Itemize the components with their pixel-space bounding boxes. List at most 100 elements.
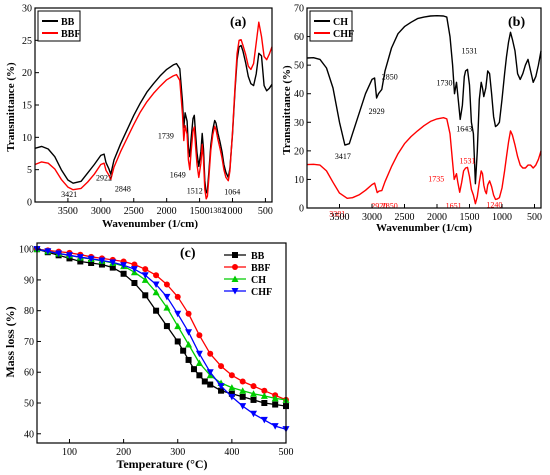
panel-b-ylabel: Transmittance (%) bbox=[281, 65, 293, 155]
panel-c-series-bb-point-12 bbox=[163, 323, 170, 330]
panel-a-ytick-label-20: 20 bbox=[22, 68, 32, 79]
panel-c-series-chf-point-21 bbox=[260, 416, 268, 424]
panel-a-xtick-label-2000: 2000 bbox=[157, 206, 177, 217]
panel-b-peak-label-3: 1730 bbox=[437, 79, 453, 88]
panel-b-plot-frame bbox=[306, 7, 542, 209]
panel-c-series-chf-point-6 bbox=[98, 257, 106, 265]
panel-b-legend-label-ch: CH bbox=[333, 17, 348, 28]
panel-b-legend-label-chf: CHF bbox=[333, 29, 354, 40]
panel-c-series-bb-point-7 bbox=[109, 264, 116, 271]
panel-c-legend-label-bbf: BBF bbox=[251, 263, 270, 274]
panel-a-axes: 3500 3000 2500 2000 1500 1000 500 0 5 10 15 20 25 30 bbox=[22, 4, 273, 218]
panel-c-series-ch-point-10 bbox=[141, 276, 149, 283]
panel-b-peak-label-12: 1240 bbox=[486, 201, 502, 210]
panel-c-series-chf-point-17 bbox=[217, 383, 225, 390]
panel-c-series-chf-point-14 bbox=[185, 329, 193, 336]
panel-b-xtick-label-3500: 3500 bbox=[330, 212, 350, 223]
panel-c-series-bb-point-24 bbox=[261, 400, 268, 406]
panel-a-peak-label-7: 1064 bbox=[224, 188, 240, 197]
panel-c-series-ch-point-12 bbox=[163, 304, 171, 311]
panel-c-xtick-label-200: 200 bbox=[116, 447, 131, 458]
panel-c-series-bbf-point-9 bbox=[131, 261, 138, 268]
panel-c-series-chf-point-15 bbox=[195, 350, 203, 358]
panel-c-series-chf-point-5 bbox=[87, 255, 95, 263]
panel-c-series-bb-line bbox=[36, 248, 287, 407]
panel-c-series-bb-point-21 bbox=[228, 390, 235, 397]
panel-c-series-bb-point-13 bbox=[174, 338, 181, 345]
panel-b-series-ch-line bbox=[306, 15, 542, 185]
panel-c-xtick-label-300: 300 bbox=[170, 447, 185, 458]
panel-b-peak-label-2: 2850 bbox=[382, 72, 398, 81]
panel-a-ylabel: Transmittance (%) bbox=[5, 62, 17, 152]
panel-c-ytick-label-70: 70 bbox=[24, 337, 34, 348]
panel-a-xtick-label-3000: 3000 bbox=[91, 206, 111, 217]
panel-b-annotations: 3417292928501730164315313381292028501735… bbox=[329, 46, 502, 218]
panel-a-series bbox=[34, 21, 273, 200]
panel-c-series-bbf-point-16 bbox=[207, 350, 214, 357]
panel-a-xtick-label-1500: 1500 bbox=[190, 206, 210, 217]
panel-c-series-bb-point-10 bbox=[142, 292, 149, 299]
panel-c-ytick-label-90: 90 bbox=[24, 275, 34, 286]
panel-c-ytick-label-40: 40 bbox=[24, 429, 34, 440]
panel-c-series-bbf-point-14 bbox=[185, 310, 192, 317]
panel-b-ytick-label-10: 10 bbox=[294, 175, 304, 186]
panel-a-peak-label-2: 2848 bbox=[115, 184, 131, 193]
panel-a-xtick-label-3500: 3500 bbox=[58, 206, 78, 217]
panel-a-peak-label-0: 3421 bbox=[61, 190, 77, 199]
panel-c-legend-marker-bbf bbox=[232, 264, 238, 270]
panel-c-series-bb-point-15 bbox=[185, 356, 192, 363]
panel-a-legend-box bbox=[37, 10, 81, 42]
panel-c-series-bbf-point-18 bbox=[228, 372, 235, 379]
panel-c-series-bb-point-25 bbox=[272, 401, 279, 408]
panel-a-label: (a) bbox=[230, 15, 247, 30]
panel-a-series-bb bbox=[34, 44, 273, 194]
panel-c-series-bb-point-6 bbox=[98, 261, 105, 268]
panel-c-series-bbf-point-21 bbox=[261, 387, 268, 394]
panel-c-label: (c) bbox=[180, 246, 196, 261]
panel-c-ytick-label-100: 100 bbox=[19, 245, 34, 256]
panel-c-series-chf-point-4 bbox=[76, 254, 84, 261]
panel-b-peak-label-11: 1531 bbox=[459, 156, 475, 165]
panel-c-series-bbf-point-12 bbox=[163, 281, 170, 288]
panel-c-series-bb-point-11 bbox=[153, 307, 160, 314]
panel-a-peak-label-4: 1649 bbox=[170, 171, 186, 180]
panel-c-series-bbf-point-20 bbox=[250, 383, 257, 390]
panel-c-legend-label-ch: CH bbox=[251, 275, 266, 286]
panel-b-xtick-label-1000: 1000 bbox=[492, 212, 512, 223]
panel-a-ytick-label-25: 25 bbox=[22, 36, 32, 47]
panel-c-ytick-label-80: 80 bbox=[24, 306, 34, 317]
panel-c-series-chf-point-16 bbox=[206, 369, 214, 376]
panel-c-legend-label-bb: BB bbox=[251, 251, 265, 262]
panel-c-series-bbf-point-10 bbox=[142, 266, 149, 273]
panel-c-series-chf-point-2 bbox=[55, 250, 63, 257]
panel-b-peak-label-10: 1651 bbox=[446, 201, 462, 210]
panel-b-legend-box bbox=[309, 10, 353, 42]
panel-a-xlabel: Wavenumber (1/cm) bbox=[102, 218, 198, 230]
panel-b-ytick-label-20: 20 bbox=[294, 146, 304, 157]
panel-c-series-ch-point-15 bbox=[195, 359, 203, 366]
panel-c-series-ch-point-21 bbox=[260, 392, 268, 399]
panel-b-xtick-label-3000: 3000 bbox=[362, 212, 382, 223]
panel-c-xtick-label-500: 500 bbox=[279, 447, 294, 458]
panel-c-series-chf-line bbox=[36, 248, 287, 430]
panel-b-ytick-label-30: 30 bbox=[294, 118, 304, 129]
panel-c-series-chf-point-11 bbox=[152, 281, 160, 289]
panel-b-xtick-label-1500: 1500 bbox=[460, 212, 480, 223]
panel-c-series-bb-point-9 bbox=[131, 280, 138, 286]
panel-c-ytick-label-60: 60 bbox=[24, 368, 34, 379]
panel-c-series-bb-point-4 bbox=[77, 258, 84, 265]
panel-a-legend-label-bb: BB bbox=[61, 17, 75, 28]
panel-a-ytick-label-0: 0 bbox=[27, 198, 32, 209]
panel-c-legend-marker-ch bbox=[231, 275, 239, 282]
panel-a-peak-label-3: 1739 bbox=[158, 132, 174, 141]
panel-c-series-bb-point-5 bbox=[88, 260, 95, 266]
panel-c-legend-marker-bb bbox=[232, 252, 238, 258]
panel-a-ytick-label-10: 10 bbox=[22, 133, 32, 144]
panel-b-ftir-ch-chf: 3417292928501730164315313381292028501735… bbox=[281, 4, 542, 235]
panel-c-series-bb-point-14 bbox=[180, 347, 187, 354]
